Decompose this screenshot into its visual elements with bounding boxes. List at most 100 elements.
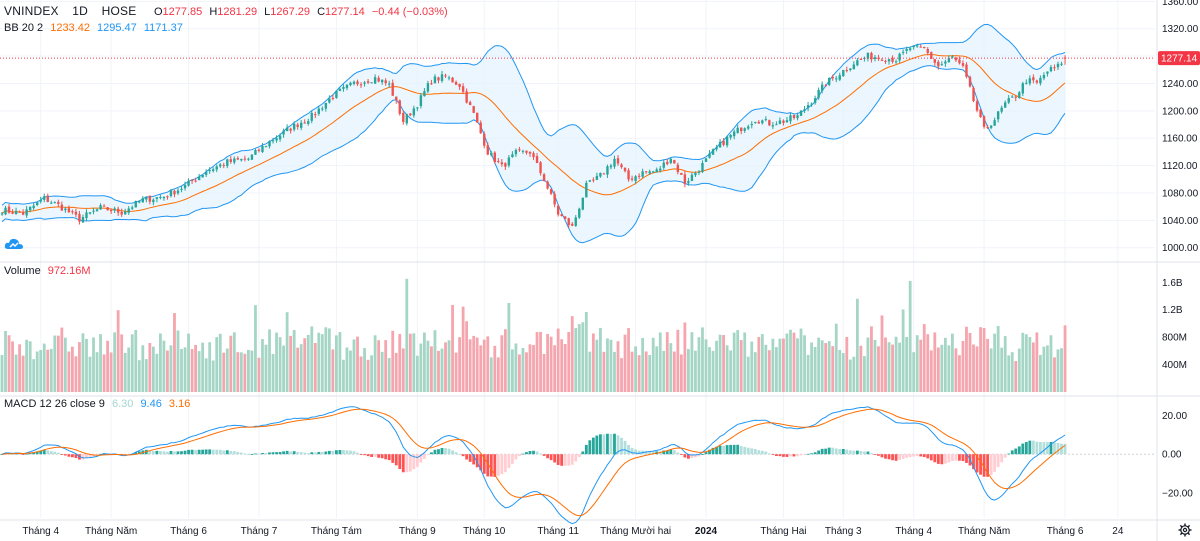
macd-histogram-bar: [996, 454, 1000, 468]
volume-legend[interactable]: Volume 972.16M: [4, 265, 91, 277]
macd-histogram-bar: [870, 453, 873, 455]
volume-bar: [95, 352, 99, 392]
volume-bar: [989, 348, 993, 392]
volume-bar: [180, 348, 183, 392]
macd-histogram-bar: [1003, 454, 1007, 458]
candle-body: [535, 156, 539, 163]
candle-body: [595, 175, 599, 180]
candle-body: [877, 57, 880, 59]
candle-body: [518, 149, 521, 151]
candle-body: [292, 123, 296, 130]
volume-bar: [1031, 342, 1035, 392]
macd-histogram-bar: [373, 454, 377, 457]
macd-histogram-bar: [194, 449, 197, 455]
candle-body: [36, 202, 39, 206]
macd-histogram-bar: [715, 446, 718, 455]
candle-body: [757, 121, 760, 124]
macd-histogram-bar: [345, 450, 349, 455]
volume-bar: [141, 345, 145, 392]
candle-body: [1032, 77, 1035, 81]
macd-histogram-bar: [817, 450, 821, 455]
time-tick-label: Tháng 4: [22, 526, 59, 537]
volume-bar: [335, 335, 338, 392]
symbol-title[interactable]: VNINDEX 1D HOSE: [4, 4, 137, 18]
volume-bar: [71, 346, 74, 392]
macd-histogram-bar: [926, 454, 930, 459]
candle-body: [1018, 92, 1021, 98]
volume-bar: [813, 346, 817, 392]
candle-body: [134, 200, 137, 208]
volume-bar: [412, 333, 416, 392]
macd-legend[interactable]: MACD 12 26 close 9 6.30 9.46 3.16: [4, 398, 191, 410]
volume-bar: [254, 305, 257, 392]
macd-histogram-bar: [426, 454, 430, 455]
volume-bar: [440, 348, 444, 392]
bollinger-bands: [1, 23, 1066, 244]
macd-histogram-bar: [1056, 442, 1060, 455]
macd-histogram-bar: [679, 454, 683, 455]
macd-histogram-bar: [42, 449, 46, 455]
volume-bar: [806, 354, 810, 392]
volume-bar: [401, 348, 405, 392]
candle-body: [254, 150, 257, 155]
macd-histogram-bar: [813, 452, 817, 455]
volume-bar: [1003, 336, 1007, 392]
cloud-logo-icon[interactable]: [4, 236, 24, 252]
price-tick-label: 1160.00: [1162, 134, 1198, 145]
volume-bar: [1042, 346, 1046, 392]
volume-bar: [824, 343, 828, 392]
candle-body: [507, 157, 511, 166]
candle-body: [109, 209, 113, 212]
macd-histogram-bar: [173, 451, 176, 455]
volume-bar: [342, 359, 345, 392]
candle-body: [373, 77, 377, 84]
macd-histogram-bar: [644, 450, 648, 455]
macd-histogram-bar: [88, 454, 92, 458]
volume-bar: [310, 326, 314, 392]
volume-bar: [211, 360, 215, 392]
candle-body: [243, 158, 247, 160]
volume-bar: [655, 346, 659, 392]
macd-histogram-bar: [535, 451, 539, 455]
volume-bar: [433, 330, 437, 392]
volume-bar: [49, 348, 53, 392]
volume-bar: [750, 341, 754, 392]
volume-bar: [616, 341, 620, 392]
candle-body: [476, 112, 479, 123]
volume-bar: [951, 333, 954, 392]
candle-body: [289, 128, 292, 131]
candle-body: [1035, 80, 1039, 83]
macd-histogram-bar: [989, 454, 993, 476]
macd-histogram-bar: [1021, 443, 1025, 455]
candle-body: [982, 116, 986, 127]
macd-histogram-bar: [792, 454, 796, 457]
macd-histogram-bar: [947, 454, 951, 463]
macd-histogram-bar: [514, 454, 518, 460]
macd-histogram-bar: [951, 454, 954, 461]
volume-bar: [359, 356, 363, 392]
volume-bar: [954, 348, 958, 392]
volume-bar: [602, 351, 606, 392]
volume-bar: [771, 338, 775, 392]
candle-body: [11, 212, 14, 214]
volume-bar: [683, 322, 687, 392]
bb-legend[interactable]: BB 20 2 1233.42 1295.47 1171.37: [4, 22, 183, 34]
candle-body: [461, 86, 465, 92]
candle-body: [1014, 96, 1017, 98]
candle-body: [539, 162, 542, 174]
volume-bar: [454, 352, 458, 392]
candle-body: [898, 53, 901, 61]
macd-histogram-bar: [915, 454, 919, 457]
volume-bar: [919, 339, 923, 392]
volume-bar: [870, 326, 873, 392]
candle-body: [856, 60, 859, 66]
candle-body: [1000, 107, 1003, 112]
macd-histogram-bar: [430, 452, 433, 455]
macd-histogram-bar: [159, 451, 162, 455]
gear-icon[interactable]: [1178, 523, 1192, 537]
volume-bar: [542, 353, 546, 392]
candle-body: [768, 120, 771, 126]
volume-bar: [394, 352, 398, 392]
candle-body: [785, 120, 789, 123]
